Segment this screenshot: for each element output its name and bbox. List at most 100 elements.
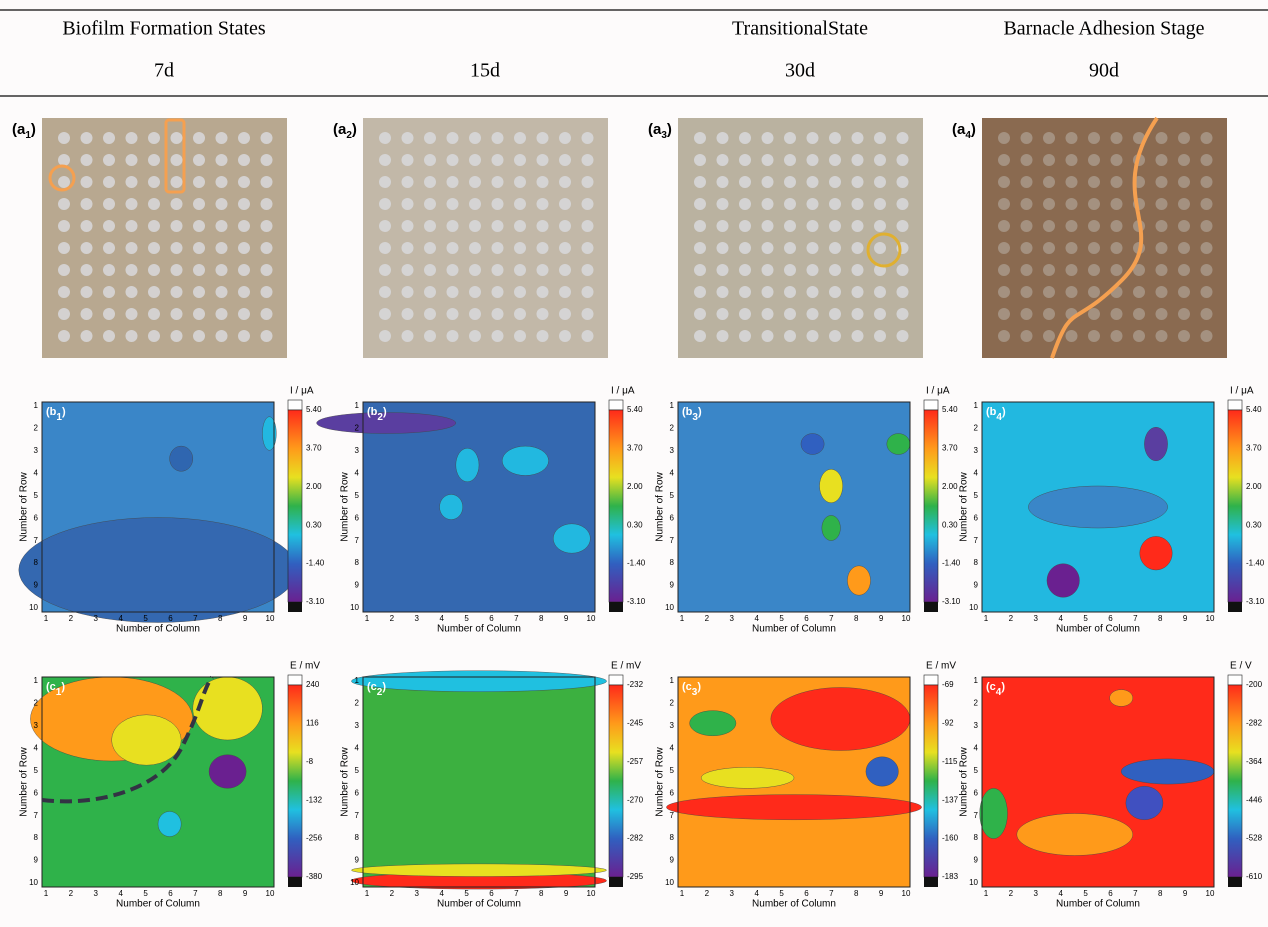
electrode: [807, 308, 819, 320]
electrode: [852, 264, 864, 276]
row-tick: 6: [974, 788, 979, 797]
electrode: [103, 154, 115, 166]
electrode: [1201, 176, 1213, 188]
electrode: [148, 330, 160, 342]
electrode: [1088, 154, 1100, 166]
electrode: [81, 176, 93, 188]
electrode: [762, 242, 774, 254]
electrode: [537, 308, 549, 320]
state-title: TransitionalState: [732, 18, 868, 40]
electrode: [193, 154, 205, 166]
electrode: [852, 198, 864, 210]
column-tick: 3: [94, 614, 99, 623]
state-title: Barnacle Adhesion Stage: [1003, 18, 1204, 40]
electrode: [1111, 176, 1123, 188]
electrode: [829, 176, 841, 188]
electrode: [1156, 286, 1168, 298]
electrode: [81, 308, 93, 320]
electrode: [126, 264, 138, 276]
column-tick: 6: [804, 889, 809, 898]
contour-region: [666, 795, 921, 820]
contour-region: [158, 811, 181, 836]
electrode: [1021, 176, 1033, 188]
electrode: [1021, 308, 1033, 320]
row-tick: 3: [670, 721, 675, 730]
electrode: [238, 176, 250, 188]
electrode: [1133, 330, 1145, 342]
column-axis-title: Number of Column: [116, 624, 200, 635]
row-tick: 7: [355, 536, 360, 545]
column-tick: 3: [415, 614, 420, 623]
electrode: [514, 242, 526, 254]
electrode: [148, 132, 160, 144]
electrode: [469, 264, 481, 276]
electrode: [261, 286, 273, 298]
column-tick: 8: [539, 889, 544, 898]
electrode: [492, 154, 504, 166]
row-tick: 1: [670, 676, 675, 685]
contour-region: [820, 469, 843, 503]
electrode: [694, 330, 706, 342]
electrode: [739, 330, 751, 342]
electrode: [762, 176, 774, 188]
row-tick: 9: [974, 581, 979, 590]
row-tick: 6: [34, 513, 39, 522]
electrode: [829, 242, 841, 254]
electrode: [582, 308, 594, 320]
panel-label-part: (b: [46, 406, 57, 418]
electrode: [874, 132, 886, 144]
electrode: [784, 176, 796, 188]
electrode: [171, 242, 183, 254]
electrode: [537, 242, 549, 254]
contour-region: [456, 448, 479, 482]
electrode: [1178, 176, 1190, 188]
row-tick: 4: [34, 743, 39, 752]
colorbar-tick: 0.30: [1246, 520, 1262, 529]
electrode: [1201, 264, 1213, 276]
electrode: [852, 220, 864, 232]
panel-label-part: (b: [682, 406, 693, 418]
column-tick: 9: [564, 614, 569, 623]
row-axis-title: Number of Row: [340, 471, 351, 541]
colorbar: [609, 410, 623, 602]
electrode: [424, 286, 436, 298]
electrode: [1178, 286, 1190, 298]
colorbar-end: [609, 602, 623, 612]
electrode: [694, 198, 706, 210]
electrode: [447, 220, 459, 232]
contour-region: [701, 767, 794, 788]
electrode: [1088, 176, 1100, 188]
electrode: [998, 264, 1010, 276]
row-tick: 2: [670, 424, 675, 433]
row-tick: 9: [670, 856, 675, 865]
electrode: [1156, 330, 1168, 342]
contour-region: [1028, 486, 1167, 528]
colorbar-cap: [288, 400, 302, 410]
column-tick: 4: [1058, 889, 1063, 898]
panel-label-part: ): [1001, 681, 1005, 693]
electrode: [171, 286, 183, 298]
row-tick: 6: [670, 513, 675, 522]
column-tick: 7: [1133, 614, 1138, 623]
row-tick: 10: [665, 603, 674, 612]
column-tick: 8: [1158, 614, 1163, 623]
row-tick: 3: [974, 721, 979, 730]
electrode: [261, 132, 273, 144]
colorbar-tick: -282: [627, 834, 644, 843]
electrode: [1088, 264, 1100, 276]
electrode: [1043, 308, 1055, 320]
electrode: [1066, 132, 1078, 144]
row-tick: 3: [670, 446, 675, 455]
electrode: [514, 286, 526, 298]
column-tick: 8: [539, 614, 544, 623]
electrode: [1156, 264, 1168, 276]
electrode: [379, 242, 391, 254]
row-tick: 5: [670, 491, 675, 500]
electrode: [874, 220, 886, 232]
row-axis-title: Number of Row: [655, 746, 666, 816]
row-tick: 8: [34, 833, 39, 842]
electrode: [1021, 286, 1033, 298]
electrode: [717, 176, 729, 188]
electrode: [379, 308, 391, 320]
column-tick: 10: [587, 889, 596, 898]
